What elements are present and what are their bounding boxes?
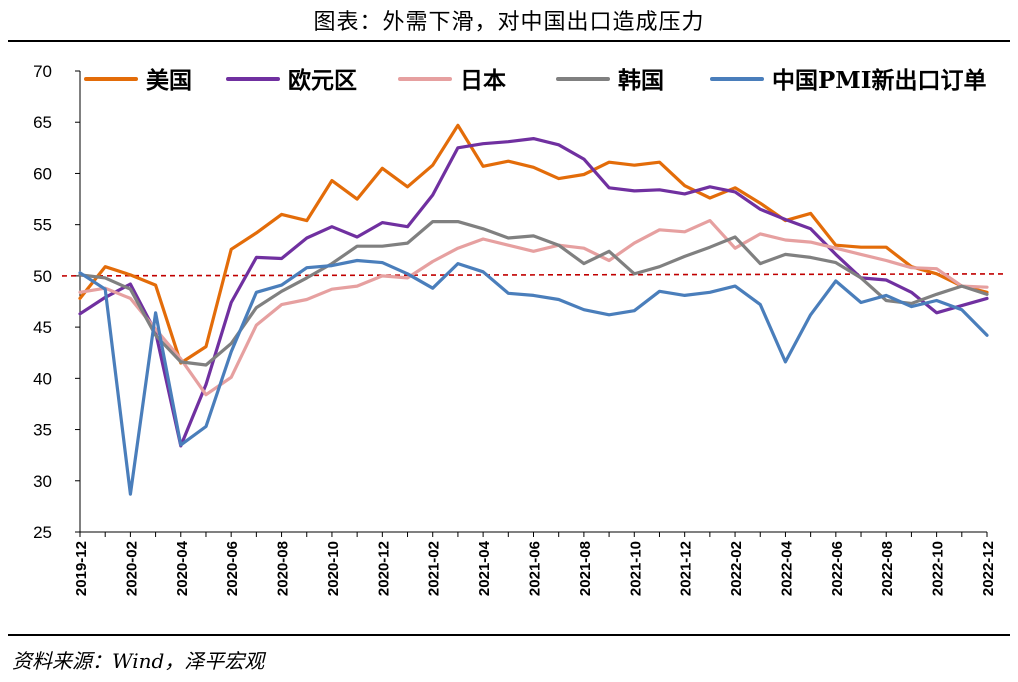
series-line-日本 [78, 219, 989, 397]
y-tick-label: 30 [33, 472, 52, 491]
y-tick-label: 65 [33, 113, 52, 132]
series-line-中国PMI新出口订单 [78, 258, 989, 496]
x-tick-label: 2022-08 [879, 541, 896, 596]
y-tick-label: 70 [33, 62, 52, 81]
x-tick-label: 2020-02 [123, 541, 140, 596]
chart-title: 图表：外需下滑，对中国出口造成压力 [313, 10, 705, 35]
x-tick-label: 2020-08 [275, 541, 292, 596]
x-tick-label: 2020-04 [174, 540, 191, 596]
legend-label: 日本 [460, 67, 506, 94]
series-line-韩国 [78, 220, 989, 367]
x-tick-label: 2020-10 [325, 541, 342, 596]
series-line-欧元区 [78, 137, 989, 448]
source-note: 资料来源：Wind，泽平宏观 [12, 649, 265, 673]
source-rule [8, 634, 1010, 636]
x-tick-label: 2022-06 [829, 541, 846, 596]
reference-line-50 [61, 273, 1004, 277]
x-tick-label: 2021-12 [678, 541, 695, 596]
y-tick-label: 40 [33, 369, 52, 388]
x-tick-label: 2021-02 [426, 541, 443, 596]
y-tick-label: 25 [33, 523, 52, 542]
x-tick-label: 2021-08 [577, 541, 594, 596]
y-tick-label: 45 [33, 318, 52, 337]
x-tick-label: 2022-12 [980, 541, 997, 596]
x-tick-label: 2022-04 [778, 540, 795, 596]
y-tick-label: 55 [33, 216, 52, 235]
y-tick-label: 50 [33, 267, 52, 286]
legend-label: 欧元区 [288, 67, 357, 94]
series-line-美国 [78, 123, 989, 365]
x-tick-label: 2021-06 [527, 541, 544, 596]
legend-label: 韩国 [618, 67, 664, 94]
y-tick-label: 60 [33, 164, 52, 183]
x-tick-label: 2021-04 [476, 540, 493, 596]
x-tick-label: 2021-10 [627, 541, 644, 596]
y-tick-label: 35 [33, 421, 52, 440]
x-tick-label: 2022-02 [728, 541, 745, 596]
x-tick-label: 2022-10 [930, 541, 947, 596]
x-tick-label: 2019-12 [73, 541, 90, 596]
legend-label: 美国 [146, 67, 192, 94]
x-tick-label: 2020-12 [375, 541, 392, 596]
title-rule [8, 40, 1010, 42]
x-tick-label: 2020-06 [224, 541, 241, 596]
legend-label: 中国PMI新出口订单 [772, 67, 987, 94]
